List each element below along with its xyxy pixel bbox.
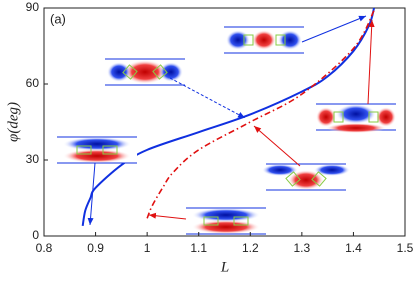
line — [81, 7, 376, 227]
inset — [185, 207, 267, 235]
arrow — [169, 77, 246, 119]
arrow — [87, 162, 96, 226]
arrows — [87, 15, 375, 226]
inset — [56, 136, 138, 164]
arrow — [367, 19, 375, 105]
panel-label: (a) — [50, 11, 66, 26]
x-axis-label: L — [220, 259, 229, 275]
x-tick-label: 1.2 — [242, 241, 259, 255]
x-tick-label: 1 — [144, 241, 151, 255]
x-tick-label: 0.9 — [87, 241, 104, 255]
arrow — [253, 125, 301, 167]
x-tick-label: 0.8 — [36, 241, 53, 255]
y-tick-label: 90 — [26, 0, 40, 14]
arrow — [148, 212, 187, 220]
inset — [223, 26, 305, 54]
arrow — [301, 15, 367, 43]
inset — [262, 163, 350, 191]
inset — [104, 58, 186, 86]
x-tick-label: 1.5 — [397, 241, 414, 255]
x-tick-label: 1.3 — [294, 241, 311, 255]
x-tick-label: 1.4 — [345, 241, 362, 255]
inset — [315, 103, 397, 133]
y-tick-label: 0 — [32, 228, 39, 242]
y-tick-label: 30 — [26, 152, 40, 166]
y-tick-label: 60 — [26, 76, 40, 90]
plot-frame — [43, 7, 406, 237]
y-axis-label: φ(deg) — [5, 102, 21, 142]
x-tick-label: 1.1 — [190, 241, 207, 255]
insets — [56, 26, 397, 235]
